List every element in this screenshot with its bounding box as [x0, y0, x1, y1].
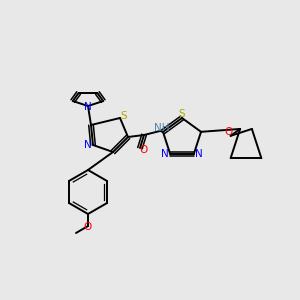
Text: N: N — [195, 149, 202, 159]
Text: N: N — [161, 149, 169, 159]
Text: O: O — [140, 145, 148, 155]
Text: S: S — [179, 109, 185, 119]
Text: O: O — [84, 222, 92, 232]
Text: O: O — [224, 127, 233, 137]
Text: N: N — [84, 102, 92, 112]
Text: N: N — [84, 140, 92, 150]
Text: NH: NH — [154, 123, 170, 133]
Text: S: S — [121, 111, 127, 121]
